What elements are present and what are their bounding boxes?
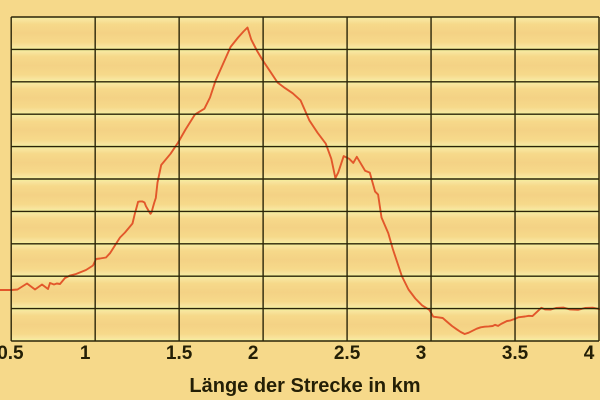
svg-text:1: 1 (80, 343, 91, 364)
svg-text:2.5: 2.5 (334, 343, 361, 364)
svg-text:3: 3 (416, 343, 427, 364)
svg-text:Länge der Strecke in km: Länge der Strecke in km (189, 375, 420, 397)
svg-text:1.5: 1.5 (166, 343, 193, 364)
svg-text:4: 4 (584, 343, 595, 364)
svg-text:0.5: 0.5 (0, 343, 24, 364)
svg-text:3.5: 3.5 (502, 343, 529, 364)
svg-text:2: 2 (248, 343, 259, 364)
